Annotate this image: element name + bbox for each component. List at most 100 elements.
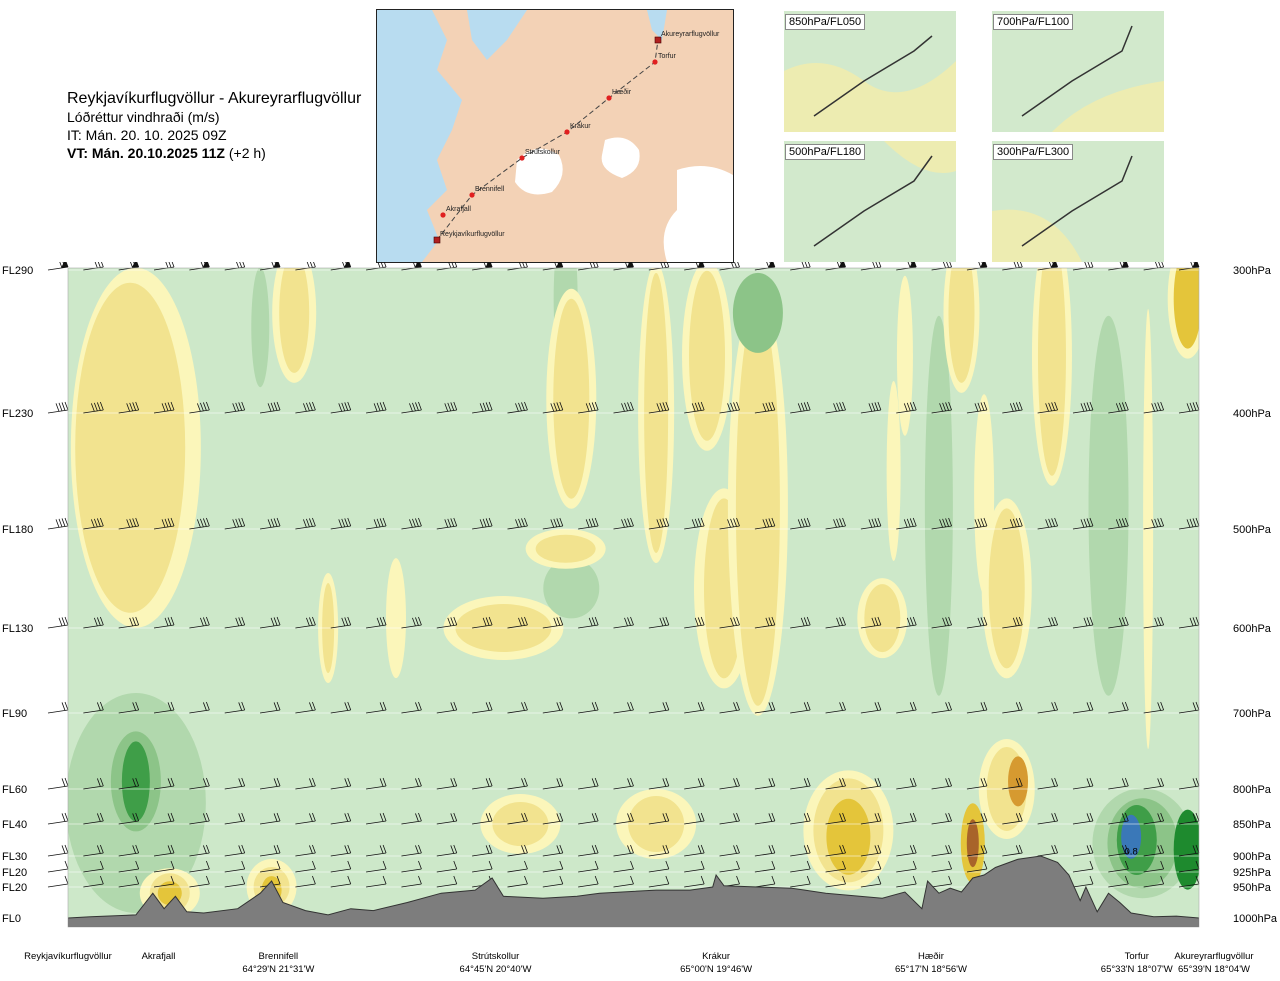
flight-level-label: FL290	[2, 265, 33, 277]
field-upward-region	[966, 819, 979, 868]
wind-barb	[966, 860, 988, 873]
wind-barb	[542, 701, 564, 714]
wind-barb	[507, 777, 528, 790]
wind-barb	[472, 844, 493, 857]
location-name: Hæðir	[918, 951, 944, 962]
mini-map-700: 700hPa/FL100	[992, 11, 1164, 132]
wind-barb	[1002, 262, 1023, 271]
route-map: Akureyrarflugvöllur Torfur Hæðir Krákur Strú…	[376, 9, 734, 263]
wind-barb	[648, 875, 670, 888]
wind-barb	[366, 517, 387, 530]
wind-barb	[401, 844, 422, 857]
plot-frame	[67, 267, 1200, 928]
wind-barb	[295, 616, 316, 629]
wind-barb	[931, 262, 952, 271]
wind-barb	[931, 844, 952, 857]
flight-level-axis: FL290 FL230 FL180 FL130 FL90 FL60 FL40 FL30 FL20…	[2, 265, 33, 925]
map-place-label: Torfur	[658, 53, 677, 60]
wind-barb	[578, 701, 599, 714]
pressure-level-label: 900hPa	[1233, 851, 1272, 863]
field-upward-region	[689, 270, 726, 441]
wind-barb	[330, 616, 352, 629]
pressure-level-label: 950hPa	[1233, 882, 1272, 894]
wind-barb	[153, 875, 175, 888]
wind-barb	[436, 616, 458, 629]
map-place-marker	[469, 192, 475, 198]
wind-barb	[224, 616, 246, 629]
wind-barb	[1037, 777, 1059, 790]
wind-barb	[260, 517, 281, 530]
wind-barb	[966, 401, 988, 414]
wind-barb	[472, 616, 493, 629]
wind-barb	[542, 262, 564, 271]
wind-barb	[366, 860, 387, 873]
wind-barb	[860, 616, 882, 629]
wind-barb	[83, 875, 104, 888]
terrain-profile-fill	[68, 855, 1199, 927]
wind-barb	[825, 262, 846, 271]
wind-barb-pennant	[555, 262, 563, 268]
wind-barb	[366, 401, 387, 414]
pressure-axis: 300hPa 400hPa 500hPa 600hPa 700hPa 800hPa 850h…	[1233, 265, 1278, 925]
wind-barb	[436, 777, 458, 790]
route-map-svg: Akureyrarflugvöllur Torfur Hæðir Krákur Strú…	[377, 10, 733, 262]
wind-barb	[966, 777, 988, 790]
annotations: 0.8	[1125, 847, 1138, 858]
issue-time: IT: Mán. 20. 10. 2025 09Z	[67, 127, 227, 143]
wind-barb	[118, 860, 140, 873]
wind-barb-pennant	[1192, 262, 1199, 268]
mini-map-700-label: 700hPa/FL100	[993, 14, 1074, 30]
wind-barb	[790, 517, 811, 530]
wind-barb	[896, 844, 917, 857]
wind-barb	[754, 616, 776, 629]
wind-barb	[896, 262, 917, 271]
contour-annotation: 0.8	[1125, 847, 1138, 858]
wind-barb	[754, 860, 776, 873]
wind-barb	[1143, 517, 1165, 530]
wind-barb	[295, 777, 316, 790]
wind-barb	[83, 812, 104, 825]
wind-barb	[260, 812, 281, 825]
map-place-label: Krákur	[570, 123, 591, 130]
wind-barb	[118, 701, 140, 714]
mini-map-700-route	[1021, 25, 1133, 117]
wind-barb	[224, 860, 246, 873]
map-place-marker	[606, 95, 612, 101]
wind-barb	[295, 844, 316, 857]
field-upward-region	[1173, 268, 1199, 349]
wind-barb	[931, 401, 952, 414]
wind-barb	[189, 517, 210, 530]
wind-barb	[719, 616, 740, 629]
wind-barb	[648, 517, 670, 530]
wind-barb	[436, 517, 458, 530]
wind-barb	[83, 701, 104, 714]
wind-barb	[401, 616, 422, 629]
wind-barb	[47, 844, 69, 857]
wind-barb	[860, 812, 882, 825]
wind-barb-pennant	[909, 262, 917, 268]
wind-barb	[330, 777, 352, 790]
wind-barb	[684, 517, 705, 530]
wind-barb	[401, 875, 422, 888]
wind-barb	[83, 262, 104, 271]
wind-barb	[896, 701, 917, 714]
wind-barb	[47, 262, 69, 271]
location-name: Akrafjall	[142, 951, 176, 962]
wind-barb	[224, 812, 246, 825]
wind-barb	[931, 875, 952, 888]
wind-barb	[330, 701, 352, 714]
wind-barb	[613, 262, 634, 271]
wind-barb	[542, 777, 564, 790]
wind-barb	[896, 616, 917, 629]
wind-barb	[189, 777, 210, 790]
wind-barb	[118, 616, 140, 629]
wind-barb	[1178, 701, 1200, 714]
wind-barb	[1108, 262, 1129, 271]
wind-barb	[1037, 401, 1059, 414]
wind-barb-pennant	[838, 262, 846, 268]
wind-barb	[578, 875, 599, 888]
field-upward-region	[385, 558, 406, 679]
map-place-marker	[440, 212, 446, 218]
location-name: Strútskollur	[472, 951, 520, 962]
wind-barb	[719, 844, 740, 857]
